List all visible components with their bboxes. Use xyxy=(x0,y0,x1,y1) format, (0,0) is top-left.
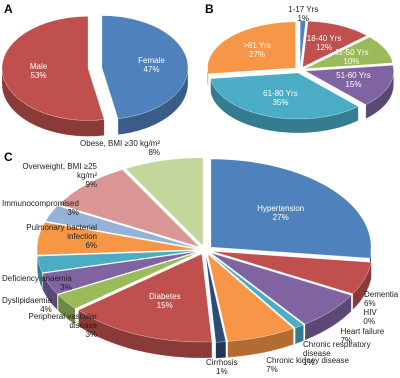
slice xyxy=(37,250,198,273)
value-label: 1% xyxy=(303,357,315,367)
slice-name: 1-17 Yrs xyxy=(288,4,319,14)
value-label: 47% xyxy=(143,64,160,74)
slice-name: Female xyxy=(138,55,165,65)
slice xyxy=(42,251,198,295)
value-label: 1% xyxy=(297,13,309,23)
slice xyxy=(36,221,198,256)
value-label: 15% xyxy=(345,80,362,90)
slice xyxy=(78,253,213,343)
data-label: Diabetes 15% xyxy=(149,292,181,310)
value-label: 7% xyxy=(340,335,353,345)
data-label: Immunocompromised 3% xyxy=(2,199,79,217)
slice-name: 18-40 Yrs xyxy=(306,34,342,44)
slice-name: Chronic kidney disease xyxy=(266,356,349,366)
value-label: 7% xyxy=(266,365,278,375)
slice-name: Deficiency anaemia xyxy=(2,273,72,283)
data-label: Cirrhosis 1% xyxy=(206,358,238,376)
data-label: HIV 0% xyxy=(363,308,376,326)
slice xyxy=(207,253,294,342)
value-label: 3% xyxy=(85,329,97,339)
slice xyxy=(212,251,372,295)
value-label: 9% xyxy=(85,179,97,189)
slice xyxy=(210,158,372,259)
data-label: >81 Yrs 27% xyxy=(243,41,271,59)
data-label: 61-80 Yrs 35% xyxy=(263,89,298,107)
slice xyxy=(305,36,394,69)
data-label: Male 53% xyxy=(30,62,47,80)
slice-name: Diabetes xyxy=(148,291,181,301)
data-label: Dementia 6% xyxy=(364,290,398,308)
slice xyxy=(304,65,394,105)
slice-name: HIV xyxy=(363,307,377,317)
slice xyxy=(302,20,368,68)
slice xyxy=(299,20,306,67)
value-label: 8% xyxy=(148,147,161,157)
slice-name: Heart failure xyxy=(340,326,385,336)
data-label: Deficiency anaemia 3% xyxy=(2,274,72,292)
data-label: 1-17 Yrs 1% xyxy=(288,5,318,23)
value-label: 15% xyxy=(156,300,173,310)
slice-name: Chronic respiratory disease xyxy=(303,339,371,358)
slice-name: Pulmonary bacterial infection xyxy=(26,223,97,242)
data-label: Hypertension 27% xyxy=(257,204,304,222)
tops xyxy=(1,15,394,343)
slice-name: Cirrhosis xyxy=(206,358,238,367)
slice xyxy=(45,205,198,249)
panel-label: B xyxy=(205,2,214,16)
slice-name: Dyslipidaemia xyxy=(2,295,52,305)
value-label: 27% xyxy=(272,213,289,223)
slice xyxy=(58,169,200,248)
data-label: Obese, BMI ≥30 kg/m² 8% xyxy=(80,139,160,157)
data-label: Peripheral vascular disease 3% xyxy=(2,312,97,339)
value-label: 6% xyxy=(364,298,376,308)
slice xyxy=(101,15,189,119)
slice-name: Hypertension xyxy=(257,204,305,214)
value-label: 53% xyxy=(30,71,47,81)
data-label: Chronic kidney disease 7% xyxy=(266,356,349,374)
value-label: 3% xyxy=(60,282,72,292)
slice-name: >81 Yrs xyxy=(243,41,271,51)
value-label: 6% xyxy=(85,241,97,251)
data-label: Pulmonary bacterial infection 6% xyxy=(2,223,97,250)
data-label: Chronic respiratory disease 1% xyxy=(303,340,398,367)
value-label: 35% xyxy=(272,98,289,108)
slice-name: 51-60 Yrs xyxy=(336,71,371,81)
value-label: 12% xyxy=(316,43,333,53)
data-label: 41-50 Yrs 10% xyxy=(334,48,369,66)
slice-name: Dementia xyxy=(364,289,399,299)
slice xyxy=(1,16,105,121)
slice xyxy=(207,21,296,74)
slice-name: Immunocompromised xyxy=(2,199,79,209)
value-label: 10% xyxy=(343,57,360,67)
data-label: 18-40 Yrs 12% xyxy=(307,34,342,52)
value-label: 1% xyxy=(216,367,228,376)
slice-side xyxy=(215,341,227,359)
data-label: Dyslipidaemia 4% xyxy=(2,296,52,314)
value-label: 0% xyxy=(363,316,375,326)
data-label: Heart failure 7% xyxy=(341,327,385,345)
slice-name: 61-80 Yrs xyxy=(263,89,298,99)
data-label: 51-60 Yrs 15% xyxy=(336,71,371,89)
slice-name: 41-50 Yrs xyxy=(334,48,369,58)
value-label: 4% xyxy=(40,304,52,314)
slice xyxy=(210,252,352,325)
slice xyxy=(125,157,204,247)
slice-name: Overweight, BMI ≥25 kg/m² xyxy=(22,161,97,180)
data-label: Overweight, BMI ≥25 kg/m² 9% xyxy=(2,162,97,189)
slice xyxy=(205,254,227,343)
value-label: 3% xyxy=(67,208,79,218)
slice xyxy=(210,72,359,120)
slice xyxy=(209,253,305,329)
panel-label: C xyxy=(4,150,13,164)
data-label: Female 47% xyxy=(138,56,165,74)
slice-name: Peripheral vascular disease xyxy=(28,311,97,330)
slice xyxy=(57,252,199,309)
value-label: 27% xyxy=(249,50,266,60)
panel-label: A xyxy=(4,2,13,16)
slice-name: Obese, BMI ≥30 kg/m² xyxy=(80,138,161,148)
slice-name: Male xyxy=(29,62,48,72)
